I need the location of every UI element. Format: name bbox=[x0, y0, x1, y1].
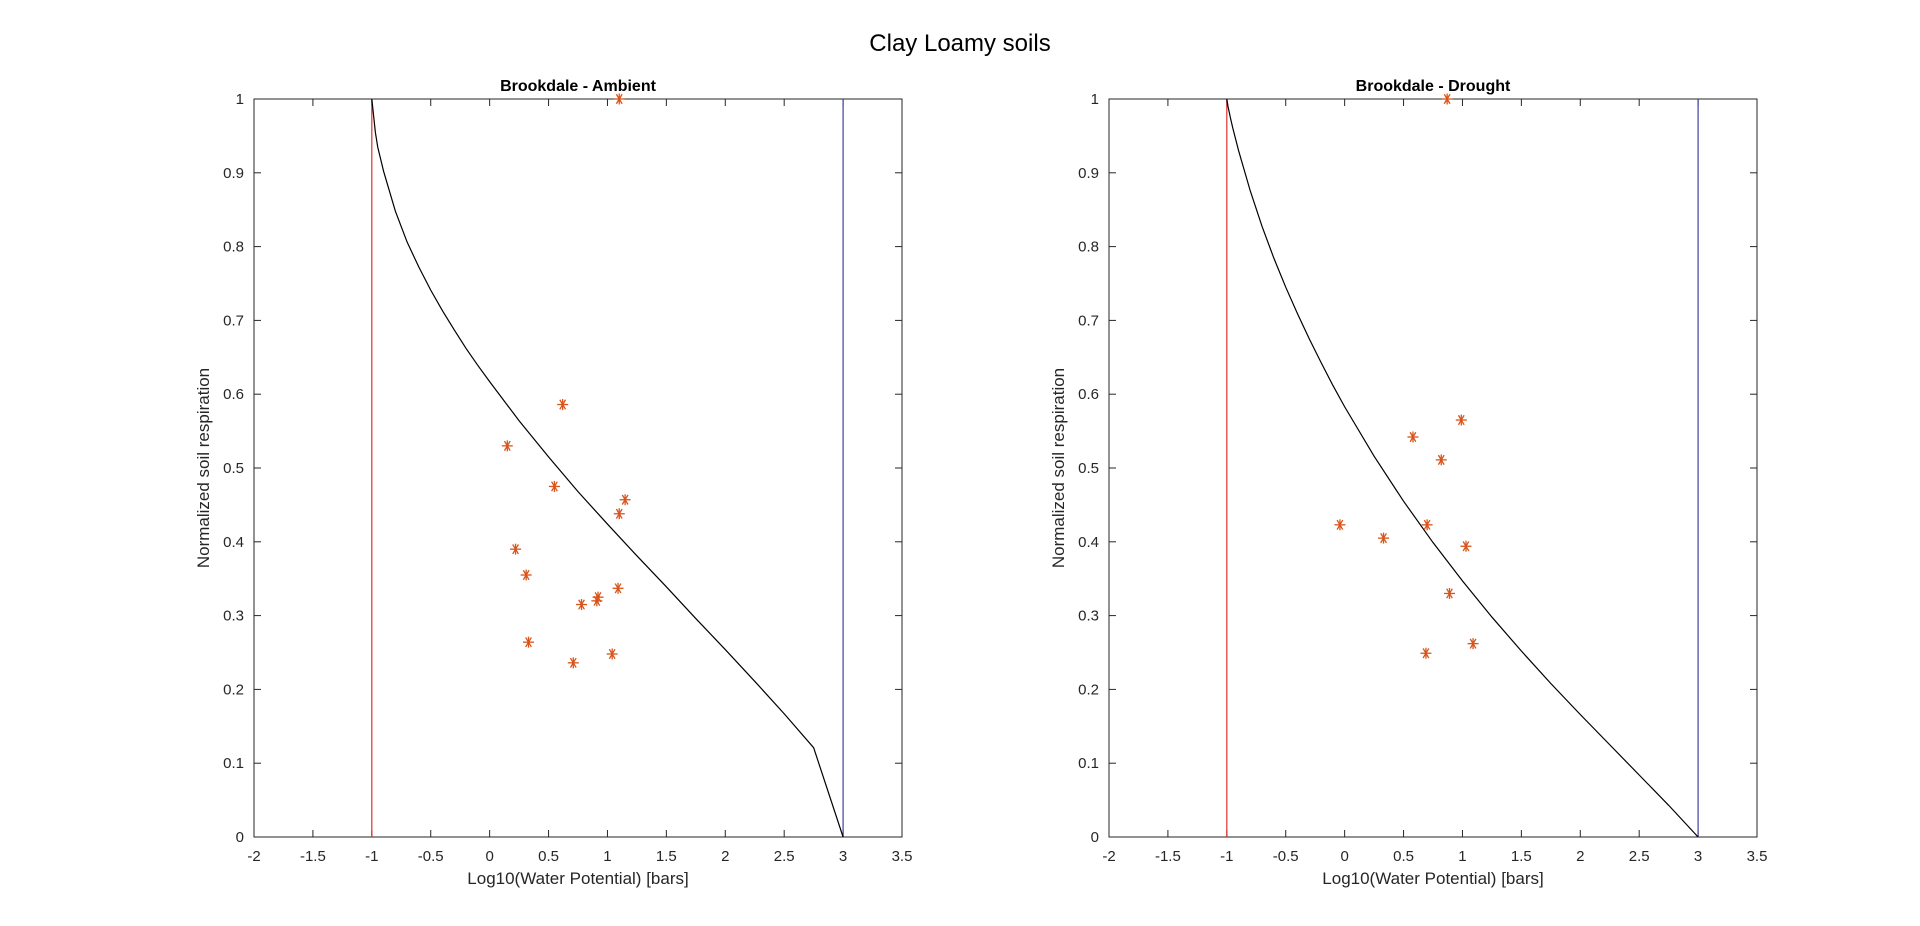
data-point bbox=[557, 399, 569, 411]
x-tick-label: 1.5 bbox=[1511, 848, 1532, 865]
data-point bbox=[613, 93, 625, 105]
x-tick-label: 1 bbox=[1458, 848, 1466, 865]
data-point bbox=[1460, 540, 1472, 552]
x-tick-label: 0 bbox=[1340, 848, 1348, 865]
data-point bbox=[612, 582, 624, 594]
x-tick-label: 3.5 bbox=[892, 848, 913, 865]
x-tick-label: -1 bbox=[365, 848, 378, 865]
y-tick-label: 0.8 bbox=[1078, 239, 1099, 256]
y-tick-label: 0.9 bbox=[1078, 165, 1099, 182]
y-tick-label: 0.1 bbox=[223, 755, 244, 772]
x-axis-label: Log10(Water Potential) [bars] bbox=[1322, 869, 1543, 888]
y-tick-label: 0.9 bbox=[223, 165, 244, 182]
x-tick-label: 1.5 bbox=[656, 848, 677, 865]
y-tick-label: 0.3 bbox=[1078, 608, 1099, 625]
y-tick-label: 0 bbox=[1091, 829, 1099, 846]
y-tick-label: 0 bbox=[236, 829, 244, 846]
y-tick-label: 0.1 bbox=[1078, 755, 1099, 772]
data-point bbox=[523, 636, 535, 648]
x-tick-label: -1.5 bbox=[300, 848, 326, 865]
panel-brookdale-ambient: -2 -1.5 -1 -0.5 0 0.5 1 1.5 2 2.5 3 3.5 0 0.1 0.2 0.3 0.… bbox=[194, 78, 912, 888]
data-point bbox=[1334, 519, 1346, 531]
model-curve bbox=[1226, 98, 1699, 838]
y-axis-label: Normalized soil respiration bbox=[1049, 368, 1068, 568]
data-point bbox=[567, 657, 579, 669]
data-point bbox=[576, 599, 588, 611]
y-tick-label: 0.7 bbox=[1078, 312, 1099, 329]
x-tick-label: 2 bbox=[721, 848, 729, 865]
x-tick-label: 2.5 bbox=[1629, 848, 1650, 865]
data-point bbox=[619, 494, 631, 506]
x-tick-label: 0.5 bbox=[538, 848, 559, 865]
data-point bbox=[1421, 519, 1433, 531]
x-tick-label: 3 bbox=[839, 848, 847, 865]
x-tick-label: -1.5 bbox=[1155, 848, 1181, 865]
data-point bbox=[591, 595, 603, 607]
data-point bbox=[501, 440, 513, 452]
x-tick-label: -0.5 bbox=[418, 848, 444, 865]
data-point bbox=[1441, 93, 1453, 105]
data-point bbox=[520, 569, 532, 581]
panel-brookdale-drought: -2 -1.5 -1 -0.5 0 0.5 1 1.5 2 2.5 3 3.5 0 0.1 0.2 0.3 0.… bbox=[1049, 78, 1767, 888]
x-tick-label: 2 bbox=[1576, 848, 1584, 865]
y-tick-label: 0.5 bbox=[223, 460, 244, 477]
x-tick-label: -2 bbox=[247, 848, 260, 865]
y-tick-label: 0.2 bbox=[223, 681, 244, 698]
y-tick-label: 0.3 bbox=[223, 608, 244, 625]
y-tick-label: 0.8 bbox=[223, 239, 244, 256]
x-tick-label: -2 bbox=[1102, 848, 1115, 865]
x-tick-label: 2.5 bbox=[774, 848, 795, 865]
y-tick-label: 0.5 bbox=[1078, 460, 1099, 477]
axes-frame bbox=[1108, 98, 1758, 838]
x-tick-label: 3 bbox=[1694, 848, 1702, 865]
y-axis-label: Normalized soil respiration bbox=[194, 368, 213, 568]
x-tick-label: 1 bbox=[603, 848, 611, 865]
panel-title: Brookdale - Drought bbox=[1356, 78, 1511, 95]
figure-title: Clay Loamy soils bbox=[869, 30, 1051, 57]
x-tick-label: 0 bbox=[485, 848, 493, 865]
data-point bbox=[1435, 454, 1447, 466]
data-point bbox=[1467, 638, 1479, 650]
data-point bbox=[548, 480, 560, 492]
y-tick-label: 0.4 bbox=[1078, 534, 1099, 551]
data-point bbox=[1420, 647, 1432, 659]
x-tick-label: -1 bbox=[1220, 848, 1233, 865]
data-point bbox=[606, 648, 618, 660]
y-tick-label: 0.7 bbox=[223, 312, 244, 329]
y-tick-label: 0.6 bbox=[1078, 386, 1099, 403]
data-point bbox=[1443, 587, 1455, 599]
data-point bbox=[613, 508, 625, 520]
y-tick-label: 0.6 bbox=[223, 386, 244, 403]
axes-frame bbox=[253, 98, 903, 838]
x-tick-label: -0.5 bbox=[1273, 848, 1299, 865]
y-tick-label: 1 bbox=[236, 91, 244, 108]
x-axis-label: Log10(Water Potential) [bars] bbox=[467, 869, 688, 888]
x-tick-label: 3.5 bbox=[1747, 848, 1768, 865]
x-tick-label: 0.5 bbox=[1393, 848, 1414, 865]
data-point bbox=[510, 543, 522, 555]
data-point bbox=[1407, 431, 1419, 443]
y-tick-label: 0.2 bbox=[1078, 681, 1099, 698]
y-tick-label: 0.4 bbox=[223, 534, 244, 551]
data-point bbox=[1378, 532, 1390, 544]
panel-title: Brookdale - Ambient bbox=[500, 78, 657, 95]
data-point bbox=[1455, 414, 1467, 426]
model-curve bbox=[371, 98, 844, 838]
y-tick-label: 1 bbox=[1091, 91, 1099, 108]
